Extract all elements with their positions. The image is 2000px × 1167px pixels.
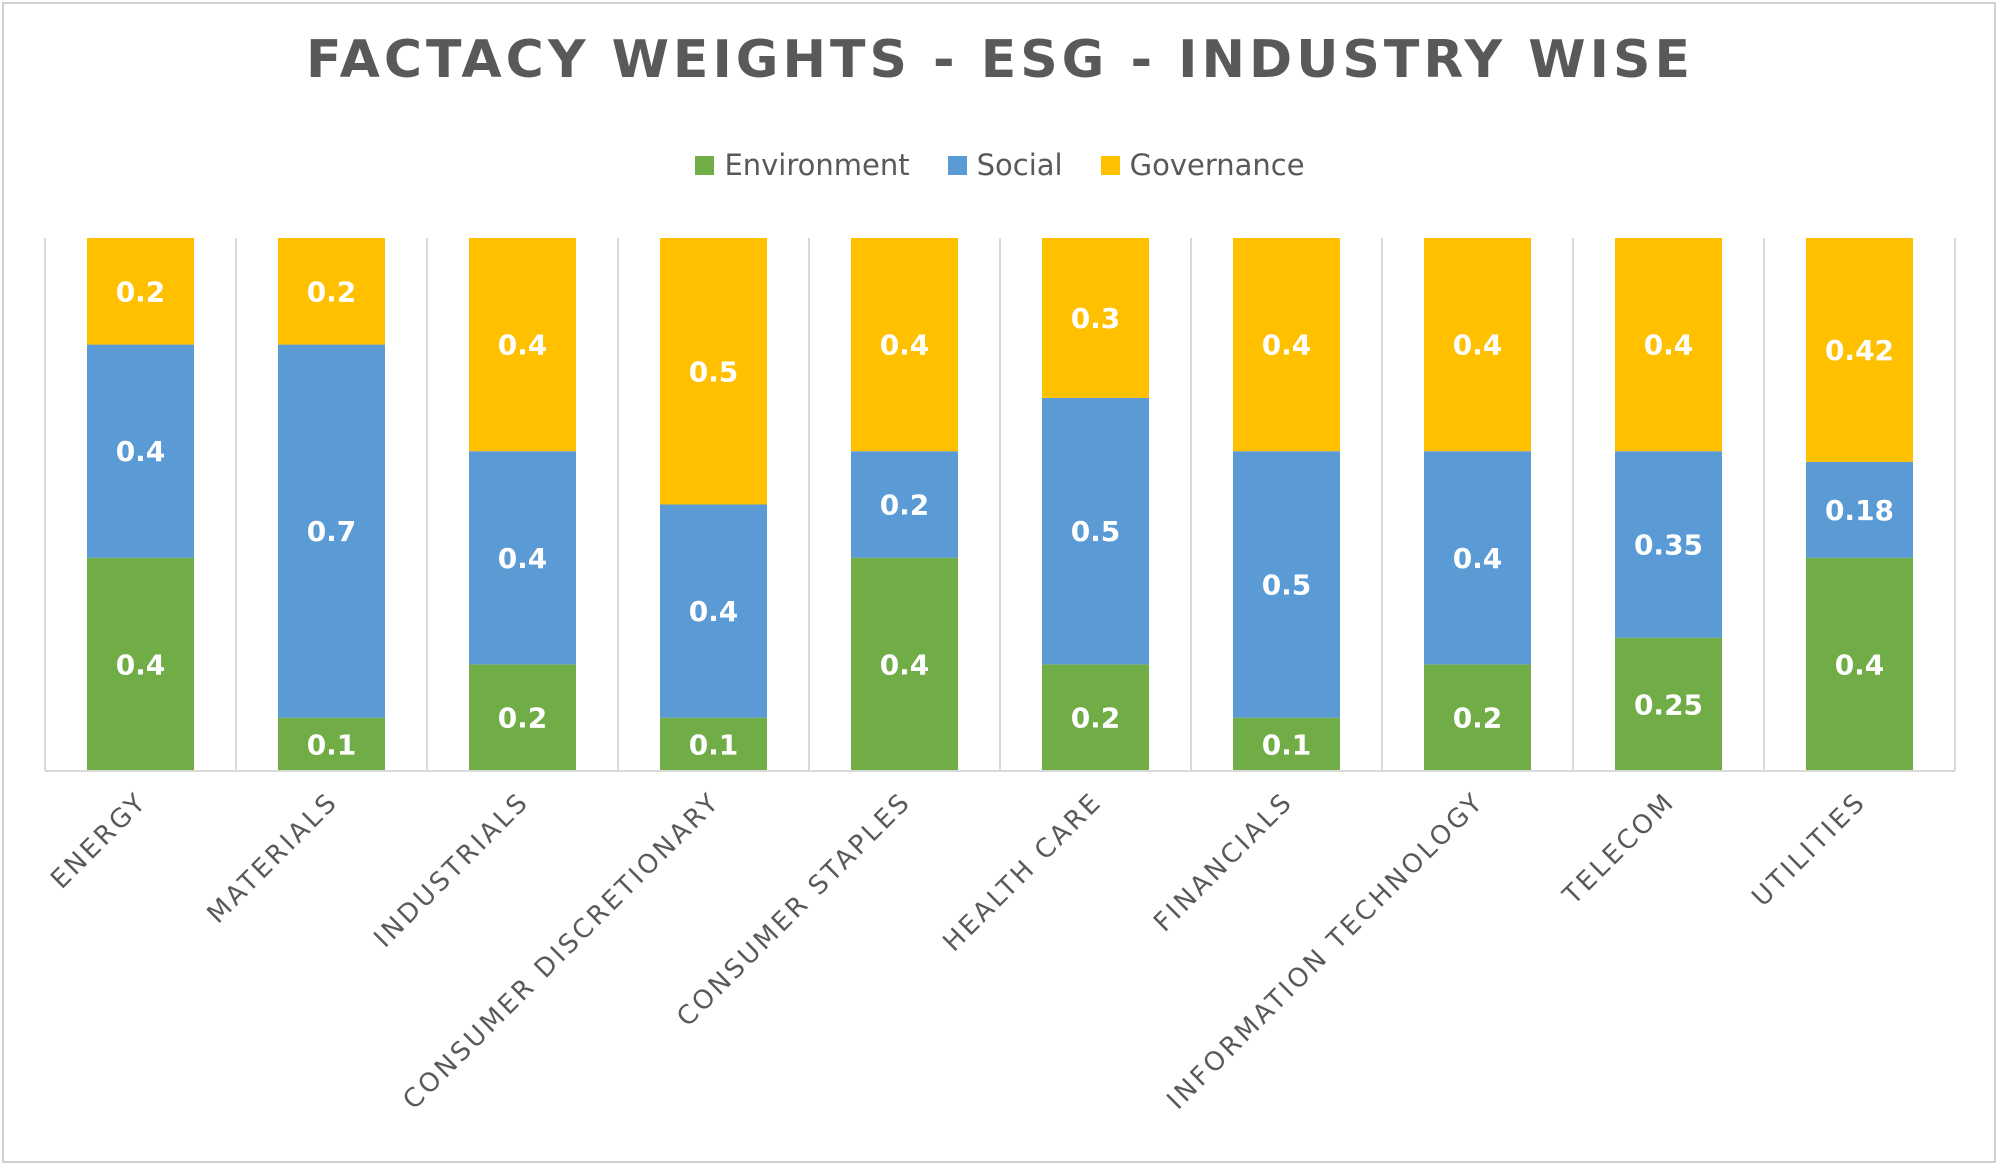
data-label: 0.5 — [1262, 568, 1312, 601]
category-label-telecom: TELECOM — [1557, 787, 1682, 912]
data-label: 0.4 — [498, 329, 548, 362]
category-label-consumer-discretionary: CONSUMER DISCRETIONARY — [398, 787, 727, 1116]
data-label: 0.4 — [689, 595, 739, 628]
data-label: 0.4 — [880, 329, 930, 362]
data-label: 0.2 — [880, 489, 930, 522]
legend-swatch-governance — [1100, 155, 1120, 175]
bar-social-consumer-discretionary[interactable] — [660, 504, 767, 718]
legend-swatch-social — [947, 155, 967, 175]
data-label: 0.4 — [1453, 329, 1503, 362]
category-label-information-technology: INFORMATION TECHNOLOGY — [1161, 787, 1490, 1116]
bar-environment-telecom[interactable] — [1615, 637, 1722, 771]
bar-governance-materials[interactable] — [278, 238, 385, 345]
bar-governance-telecom[interactable] — [1615, 238, 1722, 452]
bar-governance-information-technology[interactable] — [1424, 238, 1531, 452]
legend: Environment Social Governance — [0, 148, 2000, 182]
legend-swatch-environment — [695, 155, 715, 175]
chart-title: FACTACY WEIGHTS - ESG - INDUSTRY WISE — [306, 30, 1694, 90]
bar-governance-consumer-discretionary[interactable] — [660, 238, 767, 505]
category-label-financials: FINANCIALS — [1148, 787, 1299, 938]
legend-label-governance: Governance — [1129, 148, 1305, 182]
bar-social-consumer-staples[interactable] — [851, 451, 958, 558]
bar-social-information-technology[interactable] — [1424, 451, 1531, 665]
data-label: 0.4 — [1262, 329, 1312, 362]
data-label: 0.3 — [1071, 302, 1121, 335]
data-label: 0.1 — [1262, 728, 1312, 761]
data-label: 0.4 — [116, 648, 166, 681]
data-label: 0.4 — [880, 648, 930, 681]
category-label-energy: ENERGY — [45, 787, 153, 895]
data-label: 0.35 — [1634, 528, 1703, 561]
data-label: 0.1 — [689, 728, 739, 761]
bar-governance-energy[interactable] — [87, 238, 194, 345]
legend-item-environment[interactable]: Environment — [695, 148, 910, 182]
data-label: 0.4 — [116, 435, 166, 468]
bar-environment-industrials[interactable] — [469, 664, 576, 771]
bar-social-materials[interactable] — [278, 344, 385, 718]
category-label-health-care: HEALTH CARE — [937, 787, 1108, 958]
bar-governance-industrials[interactable] — [469, 238, 576, 452]
data-label: 0.2 — [307, 275, 357, 308]
bar-environment-information-technology[interactable] — [1424, 664, 1531, 771]
category-label-industrials: INDUSTRIALS — [369, 787, 536, 954]
data-label: 0.5 — [1071, 515, 1121, 548]
data-label: 0.4 — [1453, 542, 1503, 575]
bar-governance-utilities[interactable] — [1806, 238, 1913, 462]
bar-environment-financials[interactable] — [1233, 717, 1340, 771]
data-label: 0.4 — [498, 542, 548, 575]
legend-label-environment: Environment — [724, 148, 910, 182]
legend-label-social: Social — [976, 148, 1063, 182]
bar-environment-consumer-discretionary[interactable] — [660, 717, 767, 771]
data-label: 0.2 — [1071, 702, 1121, 735]
bar-environment-materials[interactable] — [278, 717, 385, 771]
legend-item-social[interactable]: Social — [947, 148, 1063, 182]
data-label: 0.4 — [1835, 648, 1885, 681]
bar-governance-health-care[interactable] — [1042, 238, 1149, 398]
data-label: 0.5 — [689, 355, 739, 388]
data-label: 0.25 — [1634, 688, 1703, 721]
bar-social-health-care[interactable] — [1042, 397, 1149, 665]
bar-environment-consumer-staples[interactable] — [851, 557, 958, 771]
bar-environment-health-care[interactable] — [1042, 664, 1149, 771]
bar-social-telecom[interactable] — [1615, 451, 1722, 638]
bar-social-industrials[interactable] — [469, 451, 576, 665]
bar-social-utilities[interactable] — [1806, 461, 1913, 558]
bar-governance-consumer-staples[interactable] — [851, 238, 958, 452]
data-label: 0.2 — [116, 275, 166, 308]
data-label: 0.7 — [307, 515, 357, 548]
legend-item-governance[interactable]: Governance — [1100, 148, 1305, 182]
category-label-materials: MATERIALS — [202, 787, 345, 930]
bar-environment-energy[interactable] — [87, 557, 194, 771]
category-label-utilities: UTILITIES — [1746, 787, 1872, 913]
bar-environment-utilities[interactable] — [1806, 557, 1913, 771]
data-label: 0.18 — [1825, 494, 1894, 527]
data-label: 0.4 — [1644, 329, 1694, 362]
data-label: 0.1 — [307, 728, 357, 761]
bar-governance-financials[interactable] — [1233, 238, 1340, 452]
data-label: 0.42 — [1825, 334, 1894, 367]
bar-social-energy[interactable] — [87, 344, 194, 558]
bar-social-financials[interactable] — [1233, 451, 1340, 718]
data-label: 0.2 — [1453, 702, 1503, 735]
data-label: 0.2 — [498, 702, 548, 735]
